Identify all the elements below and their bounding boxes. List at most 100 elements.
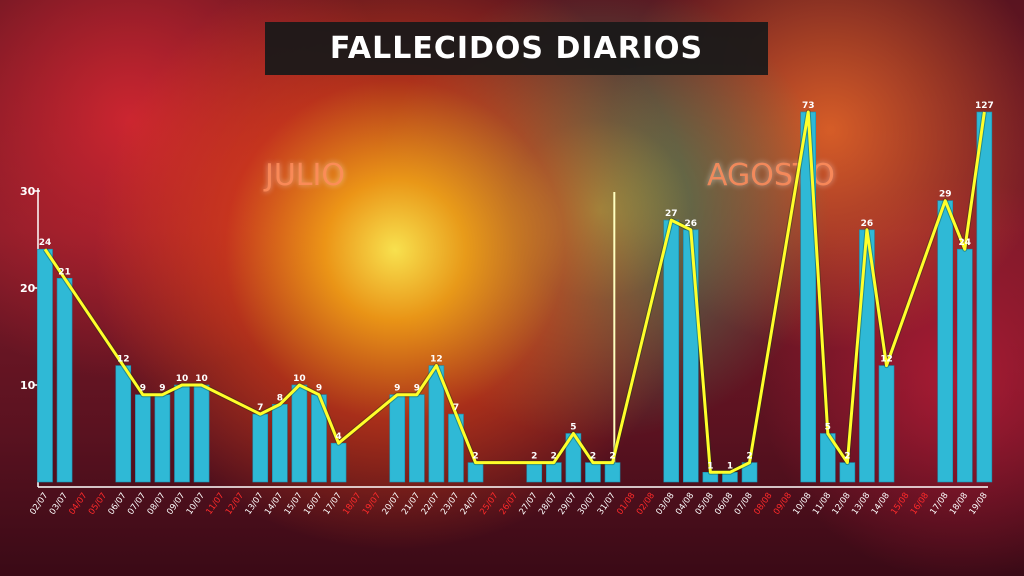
data-label-14/07: 8	[277, 393, 283, 403]
bar-18/08	[956, 248, 973, 483]
bar-27/07	[526, 462, 543, 483]
x-tick-label-07/08: 07/08	[733, 491, 755, 517]
data-label-14/08: 12	[880, 355, 893, 365]
data-label-29/07: 5	[570, 423, 576, 433]
x-tick-label-06/07: 06/07	[106, 491, 128, 517]
x-tick-label-25/07: 25/07	[478, 491, 500, 517]
x-tick-label-13/08: 13/08	[850, 491, 872, 517]
x-tick-label-12/08: 12/08	[831, 491, 853, 517]
x-tick-label-05/08: 05/08	[694, 491, 716, 517]
x-tick-label-26/07: 26/07	[498, 491, 520, 517]
data-label-17/08: 29	[939, 190, 952, 200]
x-tick-label-27/07: 27/07	[517, 491, 539, 517]
x-tick-label-08/07: 08/07	[146, 491, 168, 517]
x-tick-label-01/08: 01/08	[615, 491, 637, 517]
bar-13/07	[252, 413, 269, 483]
x-tick-label-09/08: 09/08	[772, 491, 794, 517]
x-tick-label-02/08: 02/08	[635, 491, 657, 517]
data-label-03/07: 21	[58, 267, 71, 277]
month-label-julio: JULIO	[265, 158, 345, 193]
bar-14/07	[272, 404, 288, 483]
x-tick-label-16/08: 16/08	[909, 491, 931, 517]
bar-15/07	[291, 384, 308, 483]
bar-09/07	[174, 384, 190, 483]
x-tick-label-02/07: 02/07	[28, 491, 50, 517]
bar-06/07	[115, 365, 132, 483]
x-tick-label-23/07: 23/07	[439, 491, 461, 517]
bar-14/08	[878, 365, 895, 483]
x-tick-label-22/07: 22/07	[420, 491, 442, 517]
data-label-24/07: 2	[472, 452, 478, 462]
bar-28/07	[546, 462, 562, 483]
chart-title: FALLECIDOS DIARIOS	[265, 22, 768, 75]
data-label-03/08: 27	[665, 209, 678, 219]
x-tick-label-09/07: 09/07	[165, 491, 187, 517]
data-label-12/08: 2	[844, 452, 850, 462]
bar-19/08	[976, 111, 993, 483]
data-label-30/07: 2	[590, 452, 596, 462]
data-label-07/08: 2	[746, 452, 752, 462]
trend-line	[43, 110, 986, 474]
x-tick-label-08/08: 08/08	[752, 491, 774, 517]
data-label-05/08: 1	[707, 461, 713, 471]
x-tick-label-11/07: 11/07	[204, 491, 226, 517]
x-tick-label-14/08: 14/08	[870, 491, 892, 517]
data-label-13/07: 7	[257, 403, 263, 413]
x-tick-label-11/08: 11/08	[811, 491, 833, 517]
data-label-04/08: 26	[685, 219, 698, 229]
x-tick-label-07/07: 07/07	[126, 491, 148, 517]
x-tick-label-03/07: 03/07	[48, 491, 70, 517]
bar-20/07	[389, 394, 406, 483]
data-label-16/07: 9	[316, 384, 322, 394]
x-tick-label-28/07: 28/07	[537, 491, 559, 517]
x-tick-label-12/07: 12/07	[224, 491, 246, 517]
x-tick-label-18/08: 18/08	[948, 491, 970, 517]
x-tick-label-31/07: 31/07	[596, 491, 618, 517]
x-tick-label-17/08: 17/08	[928, 491, 950, 517]
data-label-07/07: 9	[140, 384, 146, 394]
data-label-06/08: 1	[727, 461, 733, 471]
x-tick-label-20/07: 20/07	[380, 491, 402, 517]
bar-07/07	[135, 394, 151, 483]
bar-30/07	[585, 462, 601, 483]
x-tick-label-05/07: 05/07	[87, 491, 109, 517]
x-tick-label-03/08: 03/08	[654, 491, 676, 517]
data-label-17/07: 4	[335, 432, 341, 442]
data-label-10/08: 73	[802, 101, 815, 111]
data-label-28/07: 2	[551, 452, 557, 462]
bar-21/07	[409, 394, 425, 483]
bar-31/07	[604, 462, 621, 483]
bar-10/07	[193, 384, 210, 483]
x-tick-label-30/07: 30/07	[576, 491, 598, 517]
x-tick-label-15/08: 15/08	[889, 491, 911, 517]
data-label-20/07: 9	[394, 384, 400, 394]
data-label-11/08: 5	[825, 423, 831, 433]
x-tick-label-15/07: 15/07	[283, 491, 305, 517]
y-tick-label-1: 20	[20, 282, 36, 295]
x-tick-label-19/07: 19/07	[361, 491, 383, 517]
data-label-08/07: 9	[159, 384, 165, 394]
data-label-31/07: 2	[609, 452, 615, 462]
bar-03/07	[56, 277, 73, 483]
data-label-02/07: 24	[39, 238, 52, 248]
bar-24/07	[467, 462, 484, 483]
x-tick-label-10/07: 10/07	[185, 491, 207, 517]
x-tick-label-16/07: 16/07	[302, 491, 324, 517]
data-label-15/07: 10	[293, 374, 306, 384]
data-label-21/07: 9	[414, 384, 420, 394]
data-label-09/07: 10	[176, 374, 189, 384]
bar-08/07	[154, 394, 171, 483]
x-tick-label-17/07: 17/07	[322, 491, 344, 517]
data-label-13/08: 26	[861, 219, 874, 229]
x-tick-label-24/07: 24/07	[459, 491, 481, 517]
data-label-19/08: 127	[975, 101, 994, 111]
x-tick-label-13/07: 13/07	[243, 491, 265, 517]
data-label-10/07: 10	[195, 374, 208, 384]
x-tick-label-04/08: 04/08	[674, 491, 696, 517]
data-label-06/07: 12	[117, 355, 130, 365]
bar-02/07	[37, 248, 53, 483]
data-label-23/07: 7	[453, 403, 459, 413]
bar-17/08	[937, 200, 954, 483]
